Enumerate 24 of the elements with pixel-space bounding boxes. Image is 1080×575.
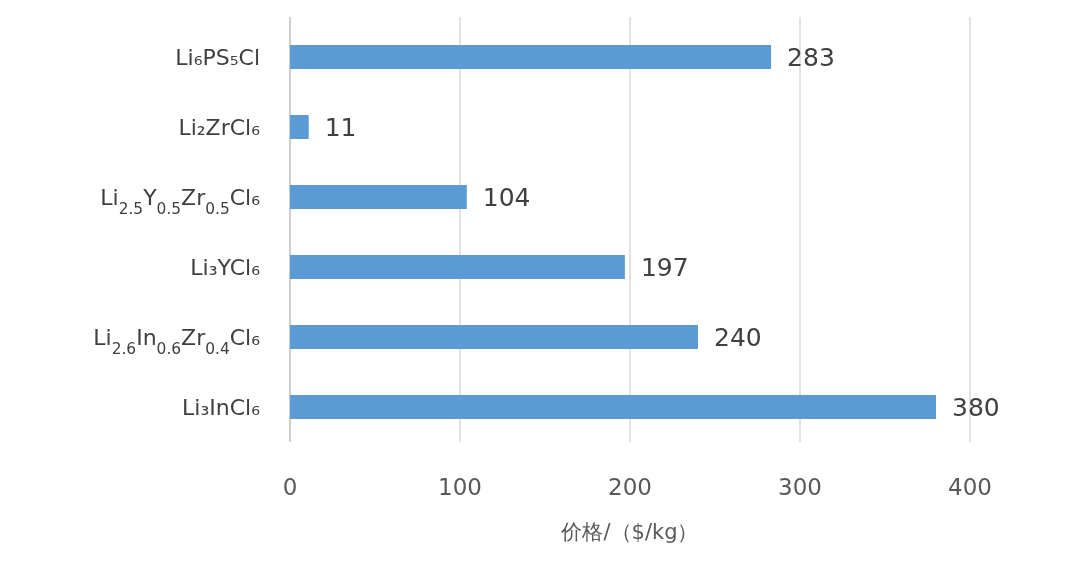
data-label: 240 [714, 323, 762, 352]
x-tick-label: 400 [948, 474, 992, 500]
y-tick-label: Li₃YCl₆ [190, 255, 261, 280]
y-tick-label: Li₃InCl₆ [182, 395, 261, 420]
y-tick-label: Li₂ZrCl₆ [178, 115, 261, 140]
x-tick-label: 0 [282, 474, 298, 500]
data-label: 283 [787, 43, 835, 72]
bar [290, 255, 625, 279]
data-label: 104 [482, 183, 531, 212]
x-tick-label: 200 [608, 474, 652, 500]
data-label: 11 [324, 113, 357, 142]
y-tick-label: Li$_{2.5}$Y$_{0.5}$Zr$_{0.5}$Cl₆ [100, 185, 261, 218]
bar [290, 185, 467, 209]
y-tick-label: Li₆PS₅Cl [175, 45, 260, 70]
data-label: 380 [952, 393, 1000, 422]
data-label: 197 [640, 253, 689, 282]
x-axis-title: 价格/（$/kg） [560, 520, 699, 544]
bar [290, 395, 936, 419]
bar [290, 45, 772, 69]
x-tick-label: 300 [778, 474, 822, 500]
bar [290, 115, 309, 139]
x-tick-label: 100 [438, 474, 482, 500]
y-tick-label: Li$_{2.6}$In$_{0.6}$Zr$_{0.4}$Cl₆ [93, 325, 261, 358]
bar [290, 325, 698, 349]
